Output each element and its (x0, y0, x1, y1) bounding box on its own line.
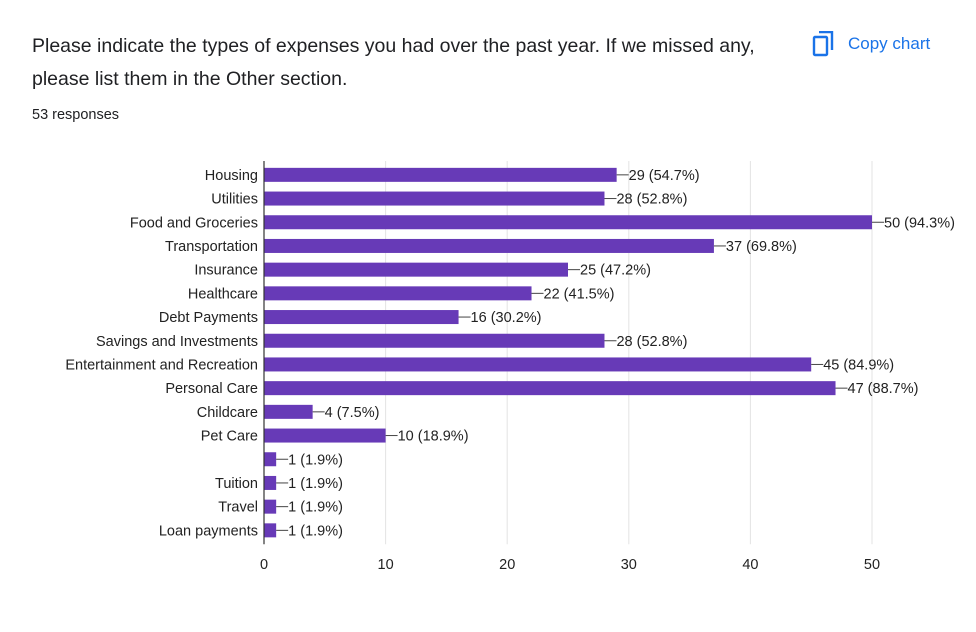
bar[interactable] (264, 381, 836, 396)
data-label: 28 (52.8%) (616, 334, 687, 350)
response-count: 53 responses (32, 107, 120, 123)
category-label: Healthcare (188, 286, 258, 302)
data-label: 1 (1.9%) (288, 500, 343, 516)
x-tick-label: 30 (621, 557, 637, 573)
bar[interactable] (264, 286, 532, 301)
copy-chart-button[interactable]: Copy chart (806, 24, 966, 64)
category-label: Insurance (194, 263, 258, 279)
category-label: Debt Payments (159, 310, 258, 326)
copy-icon (812, 31, 834, 57)
x-tick-label: 0 (260, 557, 268, 573)
bar[interactable] (264, 452, 277, 467)
category-label: Savings and Investments (96, 334, 258, 350)
category-label: Utilities (211, 192, 258, 208)
data-label: 47 (88.7%) (848, 381, 919, 397)
bar[interactable] (264, 499, 277, 514)
category-label: Food and Groceries (130, 215, 258, 231)
bar[interactable] (264, 215, 872, 230)
question-title: Please indicate the types of expenses yo… (32, 35, 755, 90)
category-label: Travel (218, 500, 258, 516)
bar[interactable] (264, 523, 277, 538)
category-label: Tuition (215, 476, 258, 492)
bar[interactable] (264, 191, 605, 206)
x-tick-label: 40 (742, 557, 758, 573)
data-label: 22 (41.5%) (544, 286, 615, 302)
data-label: 50 (94.3%) (884, 215, 955, 231)
bar-chart: Housing 29 (54.7%) Utilities 28 (52.8%) Food… (65, 161, 955, 573)
bar[interactable] (264, 357, 812, 372)
bar[interactable] (264, 428, 386, 443)
category-label: Loan payments (159, 523, 258, 539)
category-label: Transportation (165, 239, 258, 255)
category-label: Pet Care (201, 429, 258, 445)
x-tick-label: 20 (499, 557, 515, 573)
bar[interactable] (264, 404, 313, 419)
data-label: 1 (1.9%) (288, 476, 343, 492)
data-label: 29 (54.7%) (629, 168, 700, 184)
x-tick-label: 10 (378, 557, 394, 573)
data-label: 1 (1.9%) (288, 523, 343, 539)
data-label: 4 (7.5%) (325, 405, 380, 421)
bar[interactable] (264, 238, 714, 253)
category-label: Housing (205, 168, 258, 184)
data-label: 45 (84.9%) (823, 357, 894, 373)
data-label: 28 (52.8%) (616, 192, 687, 208)
data-label: 10 (18.9%) (398, 429, 469, 445)
data-label: 37 (69.8%) (726, 239, 797, 255)
category-label: Childcare (197, 405, 258, 421)
bar[interactable] (264, 333, 605, 348)
bar[interactable] (264, 262, 568, 277)
x-tick-label: 50 (864, 557, 880, 573)
data-label: 16 (30.2%) (471, 310, 542, 326)
bar[interactable] (264, 475, 277, 490)
bar[interactable] (264, 167, 617, 182)
data-label: 25 (47.2%) (580, 263, 651, 279)
data-label: 1 (1.9%) (288, 452, 343, 468)
category-label: Entertainment and Recreation (65, 357, 258, 373)
bar[interactable] (264, 310, 459, 325)
category-label: Personal Care (165, 381, 258, 397)
copy-chart-label: Copy chart (848, 34, 931, 53)
